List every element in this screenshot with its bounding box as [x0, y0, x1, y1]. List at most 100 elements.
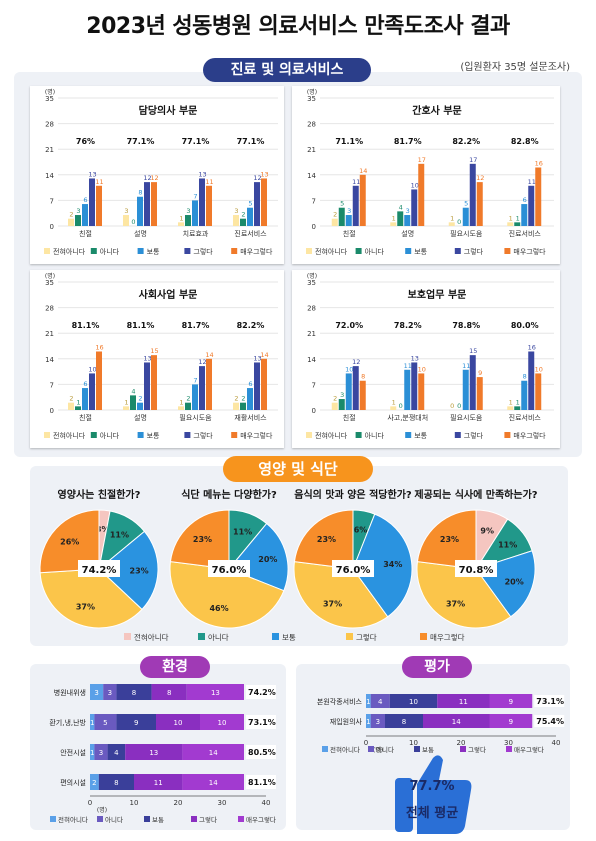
legend-label: 전혀아니다 — [330, 745, 360, 754]
pie-slice-label: 20% — [505, 577, 524, 586]
bar — [89, 178, 95, 226]
pie-center-box — [208, 560, 250, 577]
row-label: 환기,냉,난방 — [49, 718, 86, 727]
bar — [521, 380, 528, 410]
bar — [514, 406, 521, 410]
legend-swatch — [191, 816, 197, 822]
x-tick-label: 30 — [218, 799, 227, 807]
bar — [462, 207, 469, 226]
rate-box — [534, 695, 565, 707]
x-tick-label: 40 — [262, 799, 271, 807]
legend-label: 아니다 — [365, 431, 385, 440]
bar-value-label: 3 — [340, 391, 344, 399]
legend-swatch — [454, 248, 461, 254]
evaluation-chart: 본원각종서비스 1 4 10 11 9 73.1%재입원의사 1 3 8 14 9 75.4%0 10 20… — [317, 694, 565, 754]
bar — [404, 369, 411, 410]
legend-label: 매우그렇다 — [513, 247, 546, 256]
x-tick-label: 필요시도움 — [450, 413, 483, 422]
bar — [68, 402, 74, 410]
legend-swatch — [460, 746, 466, 752]
bar-value-label: 12 — [352, 358, 360, 366]
x-tick-label: 필요시도움 — [450, 229, 483, 238]
bar — [411, 362, 418, 410]
x-tick-label: 설명 — [134, 413, 147, 422]
x-tick-label: 진료서비스 — [509, 229, 542, 238]
legend-label: 보통 — [414, 432, 427, 440]
y-tick-label: 28 — [307, 121, 316, 129]
y-tick-label: 7 — [50, 381, 54, 389]
pie-title: 식단 메뉴는 다양한가? — [181, 488, 277, 501]
bar — [178, 222, 184, 226]
bar-value-label: 2 — [186, 395, 190, 403]
pie-slice-label: 34% — [383, 560, 402, 569]
legend-swatch — [184, 432, 191, 438]
x-tick-label: 설명 — [134, 229, 147, 238]
legend-label: 매우그렇다 — [514, 745, 544, 754]
legend-label: 보통 — [152, 816, 164, 824]
stack-segment — [366, 714, 371, 728]
bar-value-label: 2 — [234, 395, 238, 403]
bar — [206, 185, 212, 226]
y-tick-label: 0 — [312, 407, 316, 415]
stack-segment — [94, 744, 108, 760]
bar-value-label: 16 — [95, 343, 103, 351]
legend-swatch — [346, 633, 353, 640]
y-tick-label: 28 — [45, 121, 54, 129]
bar-value-label: 3 — [234, 207, 238, 215]
bar — [397, 211, 404, 226]
segment-value-label: 1 — [90, 749, 94, 757]
bar — [96, 185, 102, 226]
bar — [82, 204, 88, 226]
segment-value-label: 14 — [452, 718, 461, 726]
legend-swatch — [405, 432, 412, 438]
legend-label: 전혀아니다 — [315, 247, 348, 256]
y-tick-label: 21 — [45, 146, 54, 154]
bar — [345, 373, 352, 410]
legend-label: 그렇다 — [356, 632, 377, 642]
y-tick-label: 28 — [307, 305, 316, 313]
bar — [476, 377, 483, 410]
bar — [240, 402, 246, 410]
chart-title: 간호사 부문 — [412, 104, 461, 117]
legend-label: 아니다 — [365, 247, 385, 256]
x-tick-label: 0 — [88, 799, 92, 807]
overall-value: 77.7% — [409, 779, 455, 794]
bar-value-label: 15 — [150, 347, 158, 355]
rate-label: 80.0% — [511, 321, 539, 330]
bar — [137, 196, 143, 226]
x-tick-label: 진료서비스 — [509, 413, 542, 422]
bar — [185, 402, 191, 410]
legend-swatch — [306, 432, 312, 438]
pie-slice-label: 37% — [76, 603, 95, 612]
overall-label: 전체 평균 — [405, 806, 459, 821]
pie-slice-label: 37% — [323, 600, 342, 609]
rate-label: 77.1% — [182, 137, 210, 146]
pie-center-label: 76.0% — [212, 565, 247, 576]
stack-segment — [489, 714, 533, 728]
legend-label: 보통 — [282, 633, 296, 642]
bar — [254, 362, 260, 410]
bar-value-label: 10 — [535, 365, 543, 373]
rate-label: 71.1% — [335, 137, 363, 146]
bar-value-label: 14 — [205, 351, 213, 359]
bar — [178, 406, 184, 410]
bar-value-label: 6 — [83, 196, 87, 204]
y-axis-unit: (명) — [45, 88, 55, 96]
bar — [82, 388, 88, 410]
bar — [123, 406, 129, 410]
pie-slice-label: 11% — [498, 540, 517, 549]
bar-value-label: 5 — [464, 200, 468, 208]
pie-slice — [39, 568, 143, 629]
bar-value-label: 12 — [476, 174, 484, 182]
pie-slice-label: 23% — [193, 535, 212, 544]
bar-value-label: 6 — [523, 196, 527, 204]
bar-value-label: 2 — [138, 395, 142, 403]
stack-segment — [90, 774, 99, 790]
bar-value-label: 2 — [69, 211, 73, 219]
bar-value-label: 11 — [462, 362, 470, 370]
bar — [345, 215, 352, 226]
bar-value-label: 10 — [88, 365, 96, 373]
legend-swatch — [137, 432, 144, 438]
x-tick-label: 40 — [552, 739, 561, 747]
